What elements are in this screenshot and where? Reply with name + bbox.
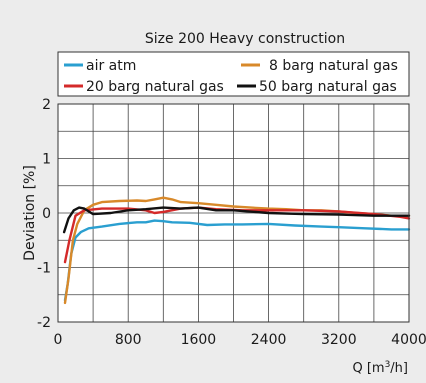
y-tick-label: 2	[42, 97, 51, 113]
y-tick-labels: -2 -1 0 1 2	[37, 97, 51, 331]
x-tick-label: 4000	[391, 332, 426, 348]
y-tick-label: 0	[42, 206, 51, 222]
y-tick-label: -2	[37, 315, 51, 331]
y-axis-label: Deviation [%]	[22, 165, 38, 261]
grid	[58, 104, 409, 322]
legend-label-50-barg: 50 barg natural gas	[259, 79, 397, 95]
y-tick-label: -1	[37, 261, 51, 277]
series-lines	[62, 196, 411, 305]
series-line-50-barg-natural-gas	[62, 206, 411, 234]
x-axis-label: Q [m3/h]	[352, 360, 408, 376]
series-line-air-atm	[63, 219, 411, 302]
legend-box	[57, 51, 410, 97]
plot-frame	[57, 103, 410, 323]
legend: air atm 8 barg natural gas 20 barg natur…	[57, 51, 410, 97]
x-tick-label: 0	[54, 332, 63, 348]
legend-label-air-atm: air atm	[86, 58, 136, 74]
legend-label-8-barg: 8 barg natural gas	[269, 58, 398, 74]
legend-label-20-barg: 20 barg natural gas	[86, 79, 224, 95]
y-tick-label: 1	[42, 152, 51, 168]
x-tick-label: 1600	[181, 332, 217, 348]
x-tick-labels: 0 800 1600 2400 3200 4000	[54, 332, 426, 348]
x-tick-label: 800	[115, 332, 142, 348]
x-tick-label: 3200	[321, 332, 357, 348]
x-tick-label: 2400	[251, 332, 287, 348]
chart-title: Size 200 Heavy construction	[145, 31, 345, 47]
